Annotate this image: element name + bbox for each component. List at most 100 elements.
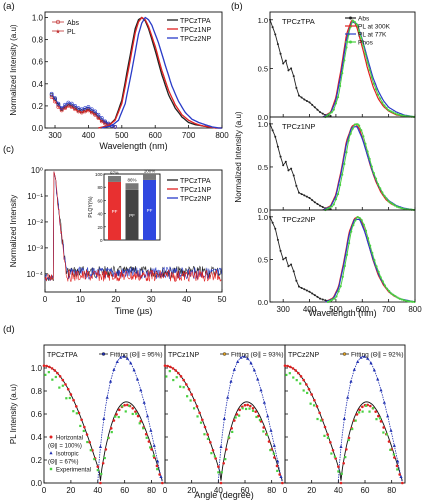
b-phos-point [383,194,386,197]
d-exp-point [295,379,298,382]
abs-point [53,96,57,101]
inset-ytick-label: 80 [97,185,103,190]
d-exp-point [309,402,312,405]
plqy-bar-label: 86% [127,178,136,183]
a-ylabel: Normalized Intensity (a.u) [9,24,18,115]
b-abs-point [298,191,300,194]
c-xlabel: Time (µs) [115,306,153,316]
legend-style-marker: ★ [55,29,60,36]
b-phos-point [370,165,373,168]
d-fit-line [164,365,283,481]
d-xtick-label: 40 [334,486,343,495]
d-horiz-point [112,419,116,422]
d-horiz-point [158,473,161,476]
b-phos-point [391,203,394,206]
panel-label-b: (b) [231,1,243,12]
b-phos-point [332,108,335,111]
c-xtick-label: 20 [111,295,120,304]
abs-point [79,107,84,112]
b-abs-point [271,26,274,29]
d-iso-point [125,356,129,360]
d-iso-point [342,417,346,421]
d-exp-point [351,427,354,431]
b-phos-point [334,198,338,201]
b-xtick-label: 300 [277,305,291,314]
d-horiz-point [42,364,46,368]
panel-a: 300 400 500 600 700 800 0.0 0.2 0.4 0.6 0.8 1.0 Wave… [3,1,229,151]
d-exp-point [100,472,103,476]
b-abs-point [276,238,279,241]
d-exp-point [206,437,210,440]
b-phos-point [337,290,340,293]
abs-point [86,105,91,109]
b-phos-point [362,223,365,226]
d-iso-point [266,414,270,418]
d-horiz-point [233,419,236,422]
abs-point [99,116,104,120]
panel-a-frame [44,11,223,129]
d-exp-point [285,373,288,377]
d-horiz-point [147,440,151,443]
b-ytick-label: 1.0 [258,16,268,25]
d-exp-point [203,433,206,436]
b-abs-point [300,286,303,289]
a-xlabel: Wavelength (nm) [99,141,167,151]
plqy-bar-seg-label: PF [147,208,153,213]
abs-point [83,106,87,111]
b-ytick-label: 1.0 [258,213,268,222]
b-phos-point [379,187,382,190]
d-exp-point [361,410,364,413]
d-xtick-label: 80 [147,486,156,495]
d-exp-point [337,470,340,473]
b-phos-point [341,72,344,75]
d-exp-point [165,375,168,378]
legend-style-label: PL [67,29,76,36]
d-iso-point [379,388,383,392]
b-phos-point [379,276,382,279]
b-phos-point [354,219,357,222]
d-exp-point [192,407,196,410]
d-exp-point [385,433,388,436]
b-abs-point [329,115,332,118]
inset-ylabel: PLQY(%) [88,196,94,217]
b-abs-point [284,160,287,163]
d-xtick-label: 60 [241,486,250,495]
a-ytick-label: 0.6 [32,58,44,67]
legend-style-marker [55,19,61,25]
d-ytick-label: 0.8 [31,387,43,396]
d-exp-point [196,415,199,418]
abs-point [96,112,101,117]
d-xtick-label: 80 [267,486,276,495]
b-ylabel: Normalized Intensity (a.u) [234,111,243,202]
b-phos-point [358,216,361,220]
b-abs-point [292,174,295,177]
abs-point [76,106,81,111]
d-exp-point [156,468,159,471]
d-horiz-point [374,410,377,413]
b-phos-point [372,82,375,85]
d-exp-point [65,397,68,400]
d-iso-point [356,360,360,364]
b-phos-point [376,183,380,186]
d-horiz-point [64,383,67,386]
abs-point [59,108,64,113]
d-exp-point [244,407,248,411]
plqy-bar-df [125,183,139,190]
d-horiz-point [50,367,54,370]
b-phos-point [351,127,354,130]
d-horiz-point [339,481,343,485]
d-legend-sublabel: (Θ∥ = 100%) [48,442,82,449]
b-ytick-label: 0.0 [258,298,268,307]
d-exp-point [189,399,192,402]
b-phos-point [402,114,405,117]
d-iso-line [97,356,163,484]
d-horiz-point [219,481,223,485]
d-horiz-point [58,375,62,378]
d-xtick-label: 20 [187,486,196,495]
d-exp-point [340,472,343,475]
b-abs-point [319,297,322,300]
d-horiz-point [96,465,100,468]
d-iso-point [149,428,153,432]
d-xtick-label: 60 [120,486,129,495]
d-iso-point [132,368,136,372]
